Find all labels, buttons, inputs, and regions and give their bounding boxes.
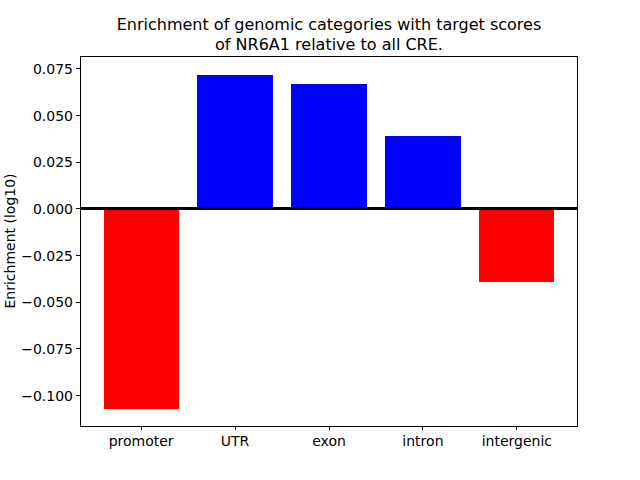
x-tick-mark bbox=[141, 426, 142, 430]
y-tick-mark bbox=[76, 395, 80, 396]
y-tick-mark bbox=[76, 208, 80, 209]
y-tick-mark bbox=[76, 348, 80, 349]
figure: Enrichment of genomic categories with ta… bbox=[0, 0, 640, 480]
y-axis-label: Enrichment (log10) bbox=[2, 173, 18, 308]
x-tick-label-intergenic: intergenic bbox=[462, 433, 572, 449]
bar-intron bbox=[385, 136, 460, 209]
y-tick-label: −0.050 bbox=[17, 294, 73, 310]
bar-UTR bbox=[197, 75, 272, 209]
bar-promoter bbox=[104, 209, 179, 409]
x-tick-mark bbox=[422, 426, 423, 430]
y-tick-label: 0.025 bbox=[17, 154, 73, 170]
x-tick-mark bbox=[516, 426, 517, 430]
bar-exon bbox=[291, 84, 366, 209]
y-tick-mark bbox=[76, 162, 80, 163]
y-tick-label: −0.100 bbox=[17, 388, 73, 404]
y-tick-label: −0.075 bbox=[17, 341, 73, 357]
y-tick-label: 0.050 bbox=[17, 108, 73, 124]
x-tick-mark bbox=[329, 426, 330, 430]
plot-area: 0.0750.0500.0250.000−0.025−0.050−0.075−0… bbox=[80, 56, 578, 427]
y-tick-mark bbox=[76, 302, 80, 303]
y-tick-label: 0.075 bbox=[17, 61, 73, 77]
y-tick-mark bbox=[76, 115, 80, 116]
chart-title: Enrichment of genomic categories with ta… bbox=[81, 15, 577, 55]
zero-line bbox=[81, 207, 577, 210]
y-tick-mark bbox=[76, 255, 80, 256]
bar-intergenic bbox=[479, 209, 554, 282]
chart-title-line2: of NR6A1 relative to all CRE. bbox=[81, 35, 577, 55]
x-tick-mark bbox=[235, 426, 236, 430]
chart-title-line1: Enrichment of genomic categories with ta… bbox=[81, 15, 577, 35]
y-tick-label: 0.000 bbox=[17, 201, 73, 217]
y-tick-label: −0.025 bbox=[17, 248, 73, 264]
y-tick-mark bbox=[76, 68, 80, 69]
